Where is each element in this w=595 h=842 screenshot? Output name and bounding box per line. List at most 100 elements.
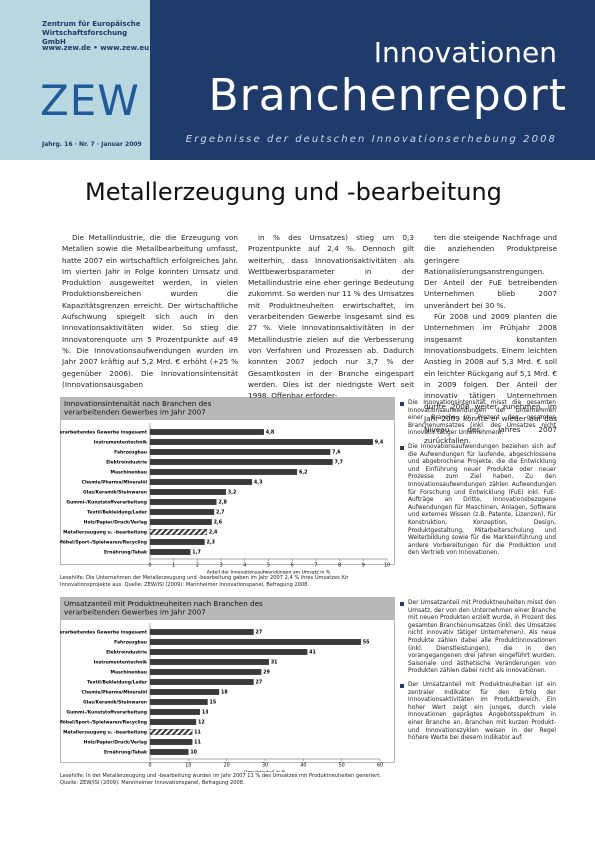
logo: ZEW	[40, 76, 140, 125]
x-tick-label: 20	[224, 763, 230, 769]
paragraph: Der Umsatzanteil mit Produktneuheiten is…	[400, 682, 556, 743]
bar	[149, 689, 220, 695]
value-label: 55	[363, 640, 370, 646]
x-axis-label: Umsatzanteil in %	[244, 770, 286, 773]
caption: Lesehilfe: In der Metallerzeugung und -b…	[60, 773, 381, 786]
value-label: 10	[190, 750, 197, 756]
value-label: 2,4	[209, 530, 218, 536]
chart-title-bar	[61, 598, 394, 620]
column: Die Metallindustrie, die die Erzeugung v…	[62, 232, 238, 390]
x-tick-label: 5	[267, 563, 270, 569]
y-tick-label: Möbel/Sport-/Spielwaren/Recycling	[60, 720, 147, 726]
value-label: 4,3	[254, 480, 263, 486]
x-tick-label: 2	[196, 563, 199, 569]
y-tick-label: Gummi-/Kunststoffverarbeitung	[66, 710, 147, 716]
chart-title-bar	[61, 398, 394, 420]
value-label: 2,3	[207, 540, 216, 546]
caption: Lesehilfe: Die Unternehmen der Metallerz…	[60, 575, 349, 588]
bar	[149, 429, 264, 435]
y-tick-label: Instrumententechnik	[94, 440, 148, 446]
x-tick-label: 30	[262, 763, 268, 769]
bar	[149, 739, 193, 745]
bar	[149, 539, 205, 545]
y-tick-label: Holz/Papier/Druck/Verlag	[84, 740, 147, 746]
value-label: 7,7	[334, 460, 343, 466]
y-tick-label: Fahrzeugbau	[114, 450, 147, 456]
value-label: 3,2	[228, 490, 237, 496]
y-tick-label: Fahrzeugbau	[114, 640, 147, 646]
y-tick-label: Glas/Keramik/Steinwaren	[83, 490, 147, 496]
y-tick-label: Maschinenbau	[110, 470, 147, 476]
value-label: 31	[271, 660, 278, 666]
bar	[149, 659, 270, 665]
x-tick-label: 6	[291, 563, 294, 569]
value-label: 9,4	[375, 440, 384, 446]
bar	[149, 449, 331, 455]
bar	[149, 499, 217, 505]
y-tick-label: Chemie/Pharma/Mineralöl	[82, 690, 148, 696]
value-label: 2,6	[214, 520, 223, 526]
y-tick-label: Gummi-/Kunststoffverarbeitung	[66, 500, 147, 506]
y-tick-label: Metallerzeugung u. -bearbeitung	[63, 730, 147, 736]
y-tick-label: Glas/Keramik/Steinwaren	[83, 700, 147, 706]
paragraph: Die Metallindustrie, die die Erzeugung v…	[62, 233, 238, 389]
y-tick-label: Verarbeitendes Gewerbe insgesamt	[60, 630, 148, 636]
bar	[149, 519, 212, 525]
bar	[149, 459, 333, 465]
paragraph: Für 2008 und 2009 planten die Unternehme…	[424, 312, 557, 446]
bar	[149, 489, 227, 495]
chart-frame	[60, 597, 395, 763]
bar	[149, 749, 189, 755]
bar	[149, 649, 308, 655]
series: Innovationen	[373, 36, 557, 69]
y-tick-label: Textil/Bekleidung/Leder	[87, 680, 148, 686]
subtitle: Ergebnisse der deutschen Innovationserhe…	[185, 134, 557, 145]
chart-frame	[60, 397, 395, 565]
paragraph: Der Umsatzanteil mit Produktneuheiten mi…	[400, 600, 556, 676]
header-left	[0, 0, 150, 160]
y-tick-label: Möbel/Sport-/Spielwaren/Recycling	[60, 540, 147, 546]
value-label: 29	[263, 670, 270, 676]
value-label: 6,2	[299, 470, 308, 476]
paragraph: in % des Umsatzes) stieg um 0,3 Prozentp…	[248, 233, 414, 401]
y-tick-label: Metallerzeugung u. -bearbeitung	[63, 530, 147, 536]
y-tick-label: Textil/Bekleidung/Leder	[87, 510, 148, 516]
value-label: 27	[256, 630, 263, 636]
value-label: 4,8	[266, 430, 275, 436]
x-tick-label: 10	[384, 563, 390, 569]
value-label: 12	[198, 720, 205, 726]
value-label: 11	[194, 730, 201, 736]
value-label: 13	[202, 710, 209, 716]
x-tick-label: 9	[362, 563, 365, 569]
y-tick-label: Ernährung/Tabak	[104, 550, 148, 556]
bar	[149, 629, 254, 635]
note: Der Umsatzanteil mit Produktneuheiten mi…	[400, 600, 556, 749]
bar	[149, 699, 208, 705]
y-tick-label: Instrumententechnik	[94, 660, 148, 666]
y-tick-label: Holz/Papier/Druck/Verlag	[84, 520, 147, 526]
value-label: 18	[221, 690, 228, 696]
report-title: Branchenreport	[208, 70, 567, 121]
paragraph: Die Innovationsaufwendungen beziehen sic…	[400, 444, 556, 558]
x-tick-label: 3	[220, 563, 223, 569]
chart-title: Innovationsintensität nach Branchen des v…	[64, 399, 212, 417]
chart: Innovationsintensität nach Branchen des v…	[60, 397, 395, 574]
bar	[149, 509, 215, 515]
y-tick-label: Maschinenbau	[110, 670, 147, 676]
bar	[149, 679, 254, 685]
bar	[149, 669, 262, 675]
column: ten die steigende Nachfrage und die anzi…	[424, 232, 557, 447]
x-tick-label: 0	[148, 563, 151, 569]
x-tick-label: 40	[300, 763, 306, 769]
bar	[149, 479, 253, 485]
column: in % des Umsatzes) stieg um 0,3 Prozentp…	[248, 232, 414, 401]
bar	[149, 529, 208, 535]
y-tick-label: Chemie/Pharma/Mineralöl	[82, 480, 148, 486]
x-axis-label: Anteil der Innovationsaufwendungen am Um…	[207, 570, 331, 575]
value-label: 2,7	[216, 510, 225, 516]
bar	[149, 709, 201, 715]
bar	[149, 469, 298, 475]
y-tick-label: Elektroindustrie	[106, 650, 147, 656]
value-label: 7,6	[332, 450, 341, 456]
